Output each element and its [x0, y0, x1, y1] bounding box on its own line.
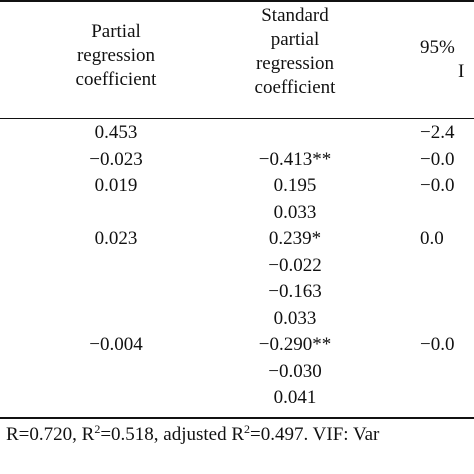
header-line: regression — [255, 53, 335, 74]
table-cell: −0.163 — [268, 281, 322, 302]
footnote-adjusted: =0.497. VIF: Var — [250, 424, 380, 445]
footnote-sup: 2 — [94, 422, 101, 436]
table-cell: 0.041 — [273, 387, 317, 408]
table-cell: −0.0 — [420, 148, 455, 170]
table-footnote: R=0.720, R2=0.518, adjusted R2=0.497. VI… — [6, 423, 379, 447]
table-cell: 0.019 — [94, 175, 138, 196]
header-line: partial — [270, 29, 320, 50]
table-cell: −2.4 — [420, 122, 455, 143]
table-cell: 0.033 — [273, 307, 317, 329]
top-rule — [0, 0, 474, 2]
header-standard-partial-regression-coefficient: Standard partial regression coefficient — [240, 4, 350, 100]
table-cell: 0.453 — [94, 122, 138, 143]
header-line: regression — [76, 45, 156, 66]
table-cell: −0.290** — [258, 334, 332, 355]
footnote-r: R=0.720, R — [6, 424, 95, 445]
table-cell: −0.004 — [89, 334, 143, 355]
header-line: Standard — [261, 5, 329, 26]
header-line: Partial — [91, 21, 141, 42]
header-line: coefficient — [254, 77, 336, 98]
footnote-r2: =0.518, adjusted R — [100, 424, 245, 445]
header-partial-regression-coefficient: Partial regression coefficient — [60, 20, 172, 92]
header-95-ci: 95% I — [420, 36, 464, 84]
table-cell: −0.0 — [420, 334, 455, 355]
table-cell: −0.030 — [268, 360, 322, 382]
table-cell: 0.0 — [420, 228, 444, 249]
header-line: 95% — [420, 37, 455, 58]
header-rule — [0, 118, 474, 119]
table-cell: −0.022 — [268, 254, 322, 276]
footnote-sup: 2 — [244, 422, 251, 436]
table-cell: 0.195 — [273, 175, 317, 196]
table-cell: −0.413** — [258, 148, 332, 170]
table-cell: −0.0 — [420, 175, 455, 196]
header-line: coefficient — [75, 69, 157, 90]
table-cell: 0.033 — [273, 201, 317, 223]
bottom-rule — [0, 417, 474, 419]
table-cell: 0.239* — [268, 228, 322, 249]
table-cell: −0.023 — [89, 148, 143, 170]
table-cell: 0.023 — [94, 228, 138, 249]
header-line: I — [458, 61, 465, 82]
